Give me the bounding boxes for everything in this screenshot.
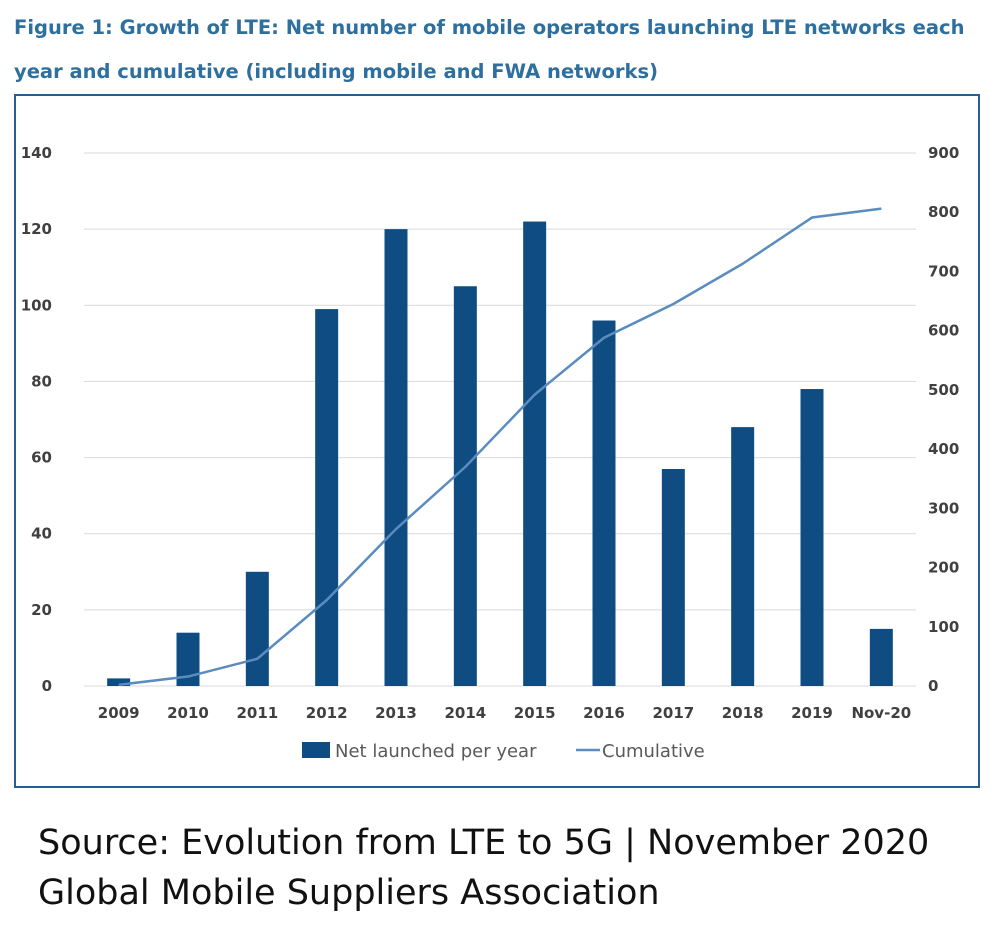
axis-labels: 0 20 40 60 80 100 120 140 0 100 200 300 400 500 600 700…: [21, 144, 960, 722]
legend-swatch-bar: [302, 742, 330, 758]
x-axis-tick-label: 2015: [514, 704, 556, 722]
x-axis-tick-label: 2017: [652, 704, 694, 722]
x-axis-tick-label: 2016: [583, 704, 625, 722]
y-axis-tick-label: 40: [31, 525, 52, 543]
y-axis-tick-label: 0: [42, 677, 52, 695]
y2-axis-tick-label: 0: [928, 677, 938, 695]
x-axis-tick-label: 2013: [375, 704, 417, 722]
y2-axis-tick-label: 600: [928, 322, 959, 340]
legend: Net launched per year Cumulative: [302, 741, 705, 762]
x-axis-tick-label: 2009: [98, 704, 140, 722]
bar: [453, 286, 477, 686]
x-axis-tick-label: 2018: [722, 704, 764, 722]
bar: [523, 221, 547, 686]
x-axis-tick-label: 2011: [236, 704, 278, 722]
bar: [661, 468, 685, 686]
y2-axis-tick-label: 800: [928, 203, 959, 221]
bar: [107, 678, 131, 686]
y-axis-tick-label: 80: [31, 372, 52, 390]
bar: [315, 309, 339, 686]
bar: [245, 571, 269, 686]
legend-label-bar: Net launched per year: [335, 741, 537, 762]
figure-title: Figure 1: Growth of LTE: Net number of m…: [14, 16, 965, 83]
x-axis-tick-label: 2014: [444, 704, 486, 722]
y-axis-tick-label: 140: [21, 144, 52, 162]
y-axis-tick-label: 120: [21, 220, 52, 238]
bar: [800, 389, 824, 686]
source-caption: Source: Evolution from LTE to 5G | Novem…: [38, 818, 929, 918]
combo-chart: 0 20 40 60 80 100 120 140 0 100 200 300 400 500 600 700…: [21, 144, 960, 762]
chart-frame: 0 20 40 60 80 100 120 140 0 100 200 300 400 500 600 700…: [14, 94, 980, 788]
y2-axis-tick-label: 400: [928, 440, 959, 458]
y2-axis-tick-label: 700: [928, 262, 959, 280]
y2-axis-tick-label: 300: [928, 499, 959, 517]
bar: [869, 628, 893, 686]
y-axis-tick-label: 60: [31, 449, 52, 467]
bar-series: [107, 221, 893, 686]
y2-axis-tick-label: 500: [928, 381, 959, 399]
bar: [176, 632, 200, 686]
x-axis-tick-label: 2010: [167, 704, 209, 722]
y-axis-tick-label: 100: [21, 296, 52, 314]
legend-label-line: Cumulative: [602, 741, 705, 762]
bar: [731, 427, 755, 686]
source-line-1: Source: Evolution from LTE to 5G | Novem…: [38, 823, 930, 863]
gridlines: [84, 152, 916, 687]
x-axis-tick-label: Nov-20: [851, 704, 911, 722]
x-axis-tick-label: 2019: [791, 704, 833, 722]
y2-axis-tick-label: 200: [928, 559, 959, 577]
y-axis-tick-label: 20: [31, 601, 52, 619]
y2-axis-tick-label: 900: [928, 144, 959, 162]
y2-axis-tick-label: 100: [928, 618, 959, 636]
line-series: [118, 207, 882, 687]
bar: [592, 320, 616, 686]
source-line-2: Global Mobile Suppliers Association: [38, 873, 660, 913]
bar: [384, 229, 408, 686]
x-axis-tick-label: 2012: [306, 704, 348, 722]
cumulative-line: [118, 207, 882, 687]
